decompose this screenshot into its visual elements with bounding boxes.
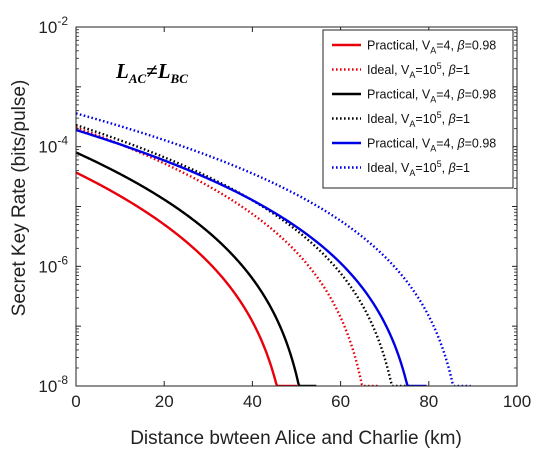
annotation-lac-neq-lbc: LAC≠LBC (115, 59, 188, 86)
y-tick-exponent: -4 (57, 134, 68, 148)
curves (76, 112, 471, 386)
legend-text-mid: =10 (415, 112, 436, 126)
axes (75, 26, 518, 387)
legend-text-pre: Ideal, V (367, 63, 410, 77)
legend-text-greek: β (448, 112, 456, 126)
legend-entry-3: Practical, VA=4, β=0.98 (367, 88, 496, 105)
y-tick-label--6: 10-6 (38, 253, 68, 276)
legend-text-sup: 5 (437, 110, 442, 120)
legend-text-sub: A (409, 168, 415, 178)
legend-text-mid: =4, (436, 39, 457, 53)
legend-text-sup: 5 (437, 61, 442, 71)
legend-text-sup: 5 (437, 159, 442, 169)
y-tick-exponent: -2 (57, 14, 68, 28)
y-tick-base: 10 (38, 138, 57, 157)
y-tick-exponent: -8 (57, 373, 68, 387)
legend-text-post: =1 (456, 112, 470, 126)
legend-text-post: =0.98 (465, 137, 497, 151)
x-tick-label-60: 60 (331, 392, 350, 411)
x-axis-label: Distance bwteen Alice and Charlie (km) (130, 428, 462, 449)
y-tick-base: 10 (38, 377, 57, 396)
legend-text-post: =1 (456, 161, 470, 175)
y-tick-exponent: -6 (57, 253, 68, 267)
series-line-5 (76, 128, 427, 386)
legend-text-sub: A (409, 119, 415, 129)
legend-text-pre: Ideal, V (367, 112, 410, 126)
legend-text-mid2: , (442, 63, 449, 77)
y-tick-label--2: 10-2 (38, 14, 68, 37)
legend-text-greek: β (448, 161, 456, 175)
legend-text-post: =0.98 (465, 39, 497, 53)
legend-entry-4: Ideal, VA=105, β=1 (367, 110, 470, 129)
legend-text-post: =1 (456, 63, 470, 77)
legend-text-greek: β (456, 88, 464, 102)
x-tick-label-20: 20 (155, 392, 174, 411)
legend-text-pre: Ideal, V (367, 161, 410, 175)
legend-text-mid: =4, (436, 137, 457, 151)
legend-text-mid2: , (442, 161, 449, 175)
y-axis-label: Secret Key Rate (bits/pulse) (9, 80, 30, 317)
legend-text-pre: Practical, V (367, 137, 431, 151)
legend-text-sub: A (430, 144, 436, 154)
y-tick-base: 10 (38, 257, 57, 276)
legend-text-mid2: , (442, 112, 449, 126)
x-tick-label-100: 100 (503, 392, 531, 411)
legend-entry-2: Ideal, VA=105, β=1 (367, 61, 470, 80)
legend-text-mid: =10 (415, 63, 436, 77)
legend-text-pre: Practical, V (367, 39, 431, 53)
legend-entry-1: Practical, VA=4, β=0.98 (367, 39, 496, 56)
x-tick-label-0: 0 (71, 392, 80, 411)
series-line-6 (76, 112, 471, 386)
legend-text-sub: A (430, 95, 436, 105)
legend-entry-5: Practical, VA=4, β=0.98 (367, 137, 496, 154)
legend-text-greek: β (456, 39, 464, 53)
legend-text-greek: β (448, 63, 456, 77)
x-tick-label-80: 80 (419, 392, 438, 411)
legend-text-pre: Practical, V (367, 88, 431, 102)
series-line-1 (76, 171, 298, 386)
legend-text-greek: β (456, 137, 464, 151)
y-tick-label--4: 10-4 (38, 134, 68, 157)
y-tick-base: 10 (38, 18, 57, 37)
series-line-3 (76, 151, 317, 386)
legend-text-mid: =10 (415, 161, 436, 175)
legend-text-sub: A (430, 46, 436, 56)
legend-entry-6: Ideal, VA=105, β=1 (367, 159, 470, 178)
legend-box (322, 29, 514, 189)
legend-text-post: =0.98 (465, 88, 497, 102)
legend-text-mid: =4, (436, 88, 457, 102)
x-tick-label-40: 40 (243, 392, 262, 411)
y-tick-label--8: 10-8 (38, 373, 68, 396)
legend-text-sub: A (409, 70, 415, 80)
